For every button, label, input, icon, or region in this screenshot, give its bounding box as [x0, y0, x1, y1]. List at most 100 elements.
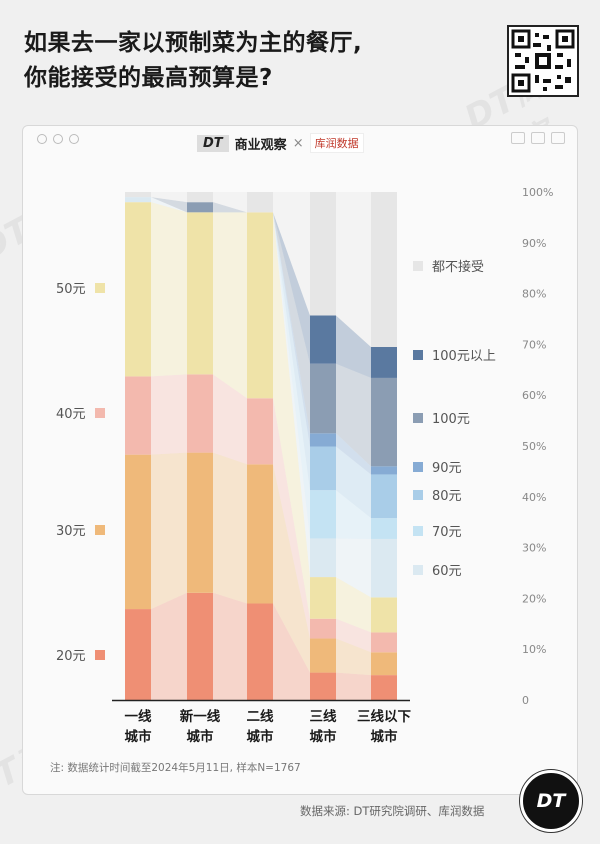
bar-segment [247, 212, 273, 399]
legend-label: 80元 [432, 489, 462, 504]
legend-label: 50元 [56, 282, 86, 297]
connector-band [273, 464, 310, 673]
bar-segment [310, 538, 336, 578]
connector-band [273, 603, 310, 700]
bar-segment [187, 452, 213, 593]
connector-band [336, 618, 371, 653]
legend-label: 60元 [432, 564, 462, 579]
expand-icon [69, 134, 79, 144]
brand-bar: DT 商业观察 × 库润数据 [197, 132, 407, 154]
title-line-1: 如果去一家以预制菜为主的餐厅, [24, 30, 363, 56]
legend-swatch [413, 490, 423, 500]
window-icons [511, 132, 565, 144]
bar-segment [310, 672, 336, 700]
category-label: 城市 [247, 728, 274, 745]
connector-band [151, 202, 187, 377]
bar-segment [125, 192, 151, 198]
y-tick-label: 20% [522, 592, 546, 605]
bar-segment [187, 592, 213, 700]
dt-badge: DT [520, 770, 582, 832]
connector-band [336, 315, 371, 378]
connector-band [336, 490, 371, 539]
bar-segment [310, 618, 336, 639]
chat-icon [511, 132, 525, 144]
connector-band [273, 212, 310, 364]
bar-segment [125, 454, 151, 610]
connector-band [336, 363, 371, 467]
minimize-icon [53, 134, 63, 144]
bar-segment [310, 446, 336, 491]
bar-segment [371, 192, 397, 347]
share-icon [531, 132, 545, 144]
title-line-2: 你能接受的最高预算是? [24, 65, 273, 91]
connector-band [336, 538, 371, 598]
category-label: 城市 [187, 728, 214, 745]
bar-segment [371, 377, 397, 467]
y-tick-label: 90% [522, 237, 546, 250]
legend-label: 40元 [56, 407, 86, 422]
legend-swatch [413, 350, 423, 360]
legend-swatch [413, 462, 423, 472]
y-tick-label: 50% [522, 440, 546, 453]
legend-label: 100元 [432, 412, 470, 427]
legend-swatch [413, 261, 423, 271]
bar-segment [310, 192, 336, 316]
bar-segment [310, 315, 336, 364]
legend-swatch [95, 525, 105, 535]
close-icon [37, 134, 47, 144]
bar-segment [310, 638, 336, 673]
window-controls [37, 134, 79, 144]
legend-label: 70元 [432, 525, 462, 540]
category-label: 三线以下 [357, 708, 411, 725]
category-label: 城市 [125, 728, 152, 745]
connector-band [151, 197, 187, 213]
connector-band [213, 374, 247, 465]
connector-band [213, 452, 247, 604]
bar-segment [125, 376, 151, 455]
bar-segment [247, 192, 273, 213]
bar-segment [371, 675, 397, 700]
connector-band [273, 212, 310, 578]
bar-segment [125, 202, 151, 377]
partner-logo: 库润数据 [309, 133, 364, 153]
bar-segment [187, 212, 213, 375]
y-tick-label: 0 [522, 694, 529, 707]
connector-band [151, 452, 187, 610]
legend-swatch [95, 650, 105, 660]
bar-segment [187, 374, 213, 453]
bar-segment [125, 609, 151, 700]
bar-segment [371, 632, 397, 653]
connector-band [151, 374, 187, 455]
connector-band [151, 197, 187, 213]
bar-segment [247, 398, 273, 465]
bar-segment [371, 597, 397, 633]
legend-label: 都不接受 [432, 259, 484, 275]
y-tick-label: 10% [522, 643, 546, 656]
y-tick-label: 60% [522, 389, 546, 402]
connector-band [336, 577, 371, 633]
y-tick-label: 80% [522, 288, 546, 301]
connector-band [273, 192, 310, 316]
connector-band [151, 192, 187, 203]
category-label: 城市 [371, 728, 398, 745]
legend-label: 100元以上 [432, 349, 496, 364]
y-tick-label: 100% [522, 186, 553, 199]
category-label: 三线 [310, 708, 337, 725]
connector-band [336, 433, 371, 475]
dt-logo: DT [197, 134, 229, 152]
brand-name: 商业观察 [234, 137, 287, 153]
chart-card: DT 商业观察 × 库润数据 [22, 125, 578, 795]
bar-segment [371, 474, 397, 519]
connector-band [336, 638, 371, 676]
category-label: 城市 [310, 728, 337, 745]
bar-segment [310, 363, 336, 434]
legend-label: 30元 [56, 524, 86, 539]
bar-segment [247, 464, 273, 604]
bar-segment [371, 652, 397, 676]
connector-band [273, 398, 310, 639]
bars [125, 192, 397, 700]
category-label: 新一线 [180, 708, 221, 725]
connector-band [273, 212, 310, 434]
qr-code [507, 25, 579, 97]
